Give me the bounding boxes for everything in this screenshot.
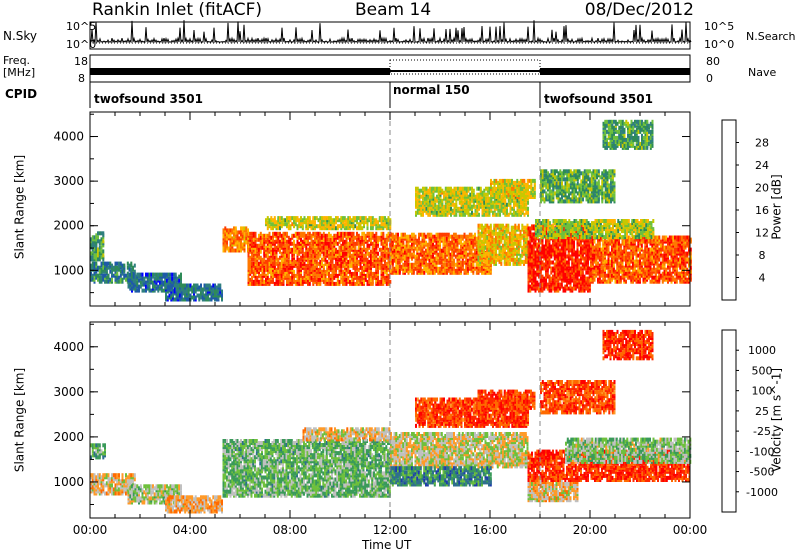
power-region-15 — [540, 169, 616, 204]
nsearch-tick-bottom: 10^0 — [704, 38, 735, 51]
power-region-12 — [590, 235, 692, 284]
station-title: Rankin Inlet (fitACF) — [92, 0, 263, 20]
power-region-11 — [527, 224, 591, 293]
nsky-tick-bottom: 10^0 — [66, 38, 97, 51]
nsky-label: N.Sky — [3, 29, 38, 43]
cpid-segment-label-2: normal 150 — [393, 83, 470, 97]
velocity-region-5 — [302, 427, 391, 442]
freq-unit-label: [MHz] — [3, 66, 36, 79]
velocity-cbar-tick-label-4: -25 — [753, 425, 771, 438]
cpid-segment-label-3: twofsound 3501 — [544, 92, 653, 106]
nsearch-label: N.Search — [746, 30, 796, 43]
power-region-0 — [90, 231, 105, 262]
nsearch-tick-top: 10^5 — [704, 20, 735, 33]
power-cbar-tick-label-6: 4 — [759, 272, 766, 285]
xtick-label-5: 20:00 — [573, 523, 608, 537]
nave-trace — [389, 59, 541, 75]
power-region-8 — [477, 223, 529, 266]
power-ytick-label-1: 2000 — [53, 219, 84, 233]
velocity-region-7 — [390, 466, 492, 487]
power-cbar-tick-label-1: 24 — [755, 159, 769, 172]
power-cbar-frame — [721, 119, 737, 301]
cpid-segment-label-1: twofsound 3501 — [94, 92, 203, 106]
velocity-cbar-tick-label-2: 100 — [752, 385, 773, 398]
velocity-cbar-tick-label-1: 500 — [752, 364, 773, 377]
power-cbar-tick-label-0: 28 — [755, 137, 769, 150]
xtick-label-3: 12:00 — [373, 523, 408, 537]
velocity-region-12 — [565, 437, 692, 464]
cpid-label: CPID — [5, 87, 38, 101]
power-region-9 — [415, 186, 529, 217]
velocity-panel: 1000 2000 3000 4000 — [53, 321, 692, 519]
velocity-cbar-frame — [721, 329, 737, 513]
velocity-cells — [90, 329, 692, 514]
power-region-2 — [127, 272, 182, 293]
time-axis: 00:00 04:00 08:00 12:00 16:00 20:00 00:00 — [73, 523, 708, 537]
power-cells — [90, 119, 692, 302]
velocity-region-14 — [540, 380, 616, 415]
power-region-4 — [222, 226, 249, 253]
velocity-region-6 — [390, 432, 529, 469]
velocity-region-3 — [165, 495, 223, 514]
xtick-label-1: 04:00 — [173, 523, 208, 537]
power-cbar-tick-label-3: 16 — [755, 204, 769, 217]
freq-band-1 — [90, 68, 390, 75]
power-region-7 — [390, 232, 492, 275]
power-region-5 — [247, 231, 392, 286]
velocity-ytick-label-0: 1000 — [53, 475, 84, 489]
xaxis-label: Time UT — [362, 538, 412, 552]
nsky-trace — [89, 20, 692, 44]
xtick-label-6: 00:00 — [673, 523, 708, 537]
nave-tick-top: 80 — [706, 55, 720, 68]
beam-title: Beam 14 — [355, 0, 432, 20]
nsky-tick-top: 10^5 — [66, 20, 97, 33]
velocity-region-10 — [527, 480, 579, 503]
velocity-cbar-tick-label-6: -500 — [750, 466, 775, 479]
power-region-14 — [602, 119, 654, 150]
nave-tick-bottom: 0 — [706, 72, 713, 85]
velocity-cbar-tick-label-3: 25 — [755, 405, 769, 418]
date-title: 08/Dec/2012 — [584, 0, 694, 20]
velocity-region-4 — [222, 439, 391, 498]
power-ytick-label-0: 1000 — [53, 263, 84, 277]
velocity-colorbar: 1000 500 100 25 -25 -100 -500 -1000 — [721, 329, 778, 513]
freq-label: Freq. — [3, 54, 31, 67]
xtick-label-2: 08:00 — [273, 523, 308, 537]
freq-tick-top: 18 — [74, 55, 88, 68]
power-region-13 — [535, 219, 655, 240]
power-ytick-label-2: 3000 — [53, 174, 84, 188]
power-cbar-tick-label-5: 8 — [759, 249, 766, 262]
power-panel: 1000 2000 3000 4000 — [53, 111, 692, 307]
xtick-label-0: 00:00 — [73, 523, 108, 537]
velocity-ytick-label-1: 2000 — [53, 430, 84, 444]
nave-label: Nave — [748, 66, 777, 79]
power-ytick-label-3: 4000 — [53, 130, 84, 144]
power-cbar-tick-label-4: 12 — [755, 227, 769, 240]
velocity-region-9 — [477, 389, 536, 410]
velocity-cbar-tick-label-7: -1000 — [746, 486, 778, 499]
velocity-ytick-label-3: 4000 — [53, 340, 84, 354]
velocity-cbar-tick-label-0: 1000 — [748, 344, 776, 357]
power-region-3 — [165, 283, 223, 302]
velocity-cbar-tick-label-5: -100 — [750, 445, 775, 458]
velocity-region-13 — [602, 329, 654, 361]
velocity-region-0 — [90, 443, 106, 460]
power-region-10 — [490, 178, 536, 199]
power-cbar-tick-label-2: 20 — [755, 182, 769, 195]
nsky-strip-frame — [89, 21, 691, 50]
velocity-ytick-label-2: 3000 — [53, 385, 84, 399]
freq-band-3 — [540, 68, 690, 75]
parameter-strips — [89, 20, 692, 108]
xtick-label-4: 16:00 — [473, 523, 508, 537]
freq-tick-bottom: 8 — [78, 72, 85, 85]
power-colorbar: 28 24 20 16 12 8 4 — [721, 119, 769, 301]
